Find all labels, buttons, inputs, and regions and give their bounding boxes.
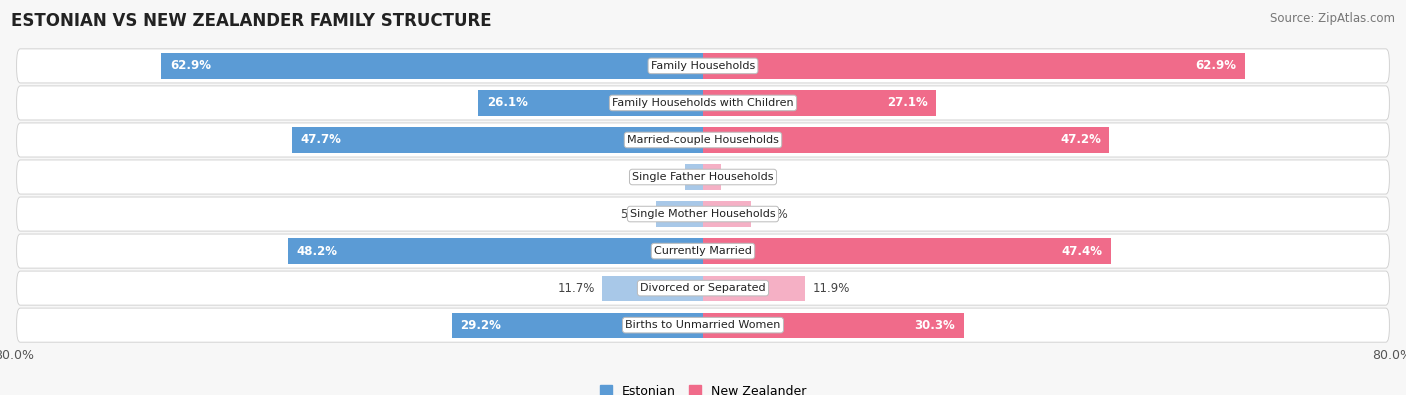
Legend: Estonian, New Zealander: Estonian, New Zealander xyxy=(595,380,811,395)
Bar xyxy=(478,90,703,116)
Text: 30.3%: 30.3% xyxy=(914,319,955,332)
Bar xyxy=(703,164,721,190)
Text: 27.1%: 27.1% xyxy=(887,96,928,109)
Text: 11.9%: 11.9% xyxy=(813,282,849,295)
Text: 26.1%: 26.1% xyxy=(486,96,527,109)
FancyBboxPatch shape xyxy=(17,308,1389,342)
FancyBboxPatch shape xyxy=(17,86,1389,120)
Text: Births to Unmarried Women: Births to Unmarried Women xyxy=(626,320,780,330)
FancyBboxPatch shape xyxy=(17,197,1389,231)
FancyBboxPatch shape xyxy=(17,123,1389,157)
Text: Family Households: Family Households xyxy=(651,61,755,71)
Bar xyxy=(703,53,1244,79)
Bar xyxy=(703,239,1111,264)
Text: 2.1%: 2.1% xyxy=(728,171,758,184)
FancyBboxPatch shape xyxy=(17,234,1389,268)
Text: Currently Married: Currently Married xyxy=(654,246,752,256)
Bar xyxy=(657,201,703,227)
Bar xyxy=(703,127,1109,152)
Text: 29.2%: 29.2% xyxy=(460,319,501,332)
Bar xyxy=(685,164,703,190)
Bar xyxy=(602,276,703,301)
Text: 47.4%: 47.4% xyxy=(1062,245,1102,258)
FancyBboxPatch shape xyxy=(17,271,1389,305)
Text: 48.2%: 48.2% xyxy=(297,245,337,258)
Text: 62.9%: 62.9% xyxy=(1195,59,1236,72)
Bar xyxy=(288,239,703,264)
Text: Divorced or Separated: Divorced or Separated xyxy=(640,283,766,293)
Bar xyxy=(292,127,703,152)
Bar xyxy=(451,312,703,338)
Text: 62.9%: 62.9% xyxy=(170,59,211,72)
Bar xyxy=(162,53,703,79)
Text: 5.4%: 5.4% xyxy=(620,207,650,220)
Text: 47.7%: 47.7% xyxy=(301,134,342,147)
Text: Family Households with Children: Family Households with Children xyxy=(612,98,794,108)
Bar xyxy=(703,276,806,301)
Bar xyxy=(703,90,936,116)
Text: 47.2%: 47.2% xyxy=(1060,134,1101,147)
FancyBboxPatch shape xyxy=(17,160,1389,194)
Text: Married-couple Households: Married-couple Households xyxy=(627,135,779,145)
Text: Single Mother Households: Single Mother Households xyxy=(630,209,776,219)
Text: 11.7%: 11.7% xyxy=(558,282,595,295)
Text: Single Father Households: Single Father Households xyxy=(633,172,773,182)
Text: 5.6%: 5.6% xyxy=(758,207,787,220)
Text: Source: ZipAtlas.com: Source: ZipAtlas.com xyxy=(1270,12,1395,25)
Text: ESTONIAN VS NEW ZEALANDER FAMILY STRUCTURE: ESTONIAN VS NEW ZEALANDER FAMILY STRUCTU… xyxy=(11,12,492,30)
Bar xyxy=(703,201,751,227)
Text: 2.1%: 2.1% xyxy=(648,171,678,184)
Bar xyxy=(703,312,965,338)
FancyBboxPatch shape xyxy=(17,49,1389,83)
